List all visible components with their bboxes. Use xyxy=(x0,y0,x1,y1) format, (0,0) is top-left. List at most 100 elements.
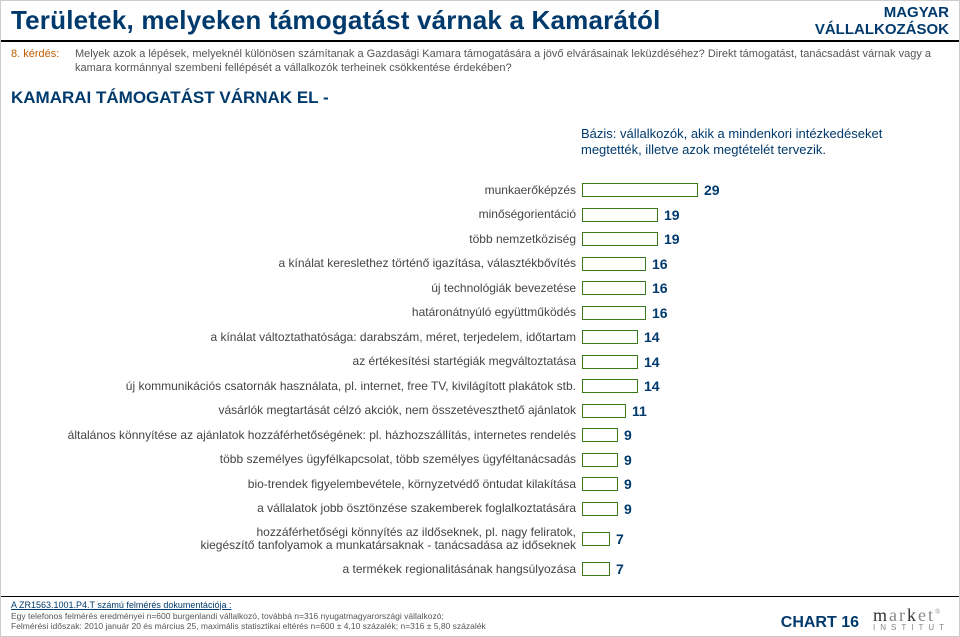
chart-row: bio-trendek figyelembevétele, környzetvé… xyxy=(11,473,951,496)
chart-bar xyxy=(582,208,658,222)
chart-value: 19 xyxy=(658,231,680,247)
chart-value: 7 xyxy=(610,561,624,577)
chart-value: 7 xyxy=(610,531,624,547)
header-right-line2: VÁLLALKOZÁSOK xyxy=(815,22,949,39)
header-right: MAGYAR VÁLLALKOZÁSOK xyxy=(815,5,949,38)
chart-value: 29 xyxy=(698,182,720,198)
chart-bar-cell: 14 xyxy=(582,378,872,394)
chart-row: a vállalatok jobb ösztönzése szakemberek… xyxy=(11,498,951,521)
question-block: 8. kérdés: Melyek azok a lépések, melyek… xyxy=(1,42,959,80)
chart-row: az értékesítési startégiák megváltoztatá… xyxy=(11,351,951,374)
chart-bar-cell: 19 xyxy=(582,207,872,223)
footer-right: CHART 16 market® INSTITUT xyxy=(781,607,949,632)
chart-bar xyxy=(582,453,618,467)
chart-row-label: a termékek regionalitásának hangsúlyozás… xyxy=(11,563,582,576)
chart-value: 14 xyxy=(638,354,660,370)
market-logo: market® INSTITUT xyxy=(873,607,949,632)
chart-bar xyxy=(582,330,638,344)
chart-value: 9 xyxy=(618,501,632,517)
chart-row: a kínálat változtathatósága: darabszám, … xyxy=(11,326,951,349)
footer-line2: Egy telefonos felmérés eredményei n=600 … xyxy=(11,611,444,621)
chart-row: határonátnyúló együttműködés 16 xyxy=(11,302,951,325)
chart-row-label: hozzáférhetőségi könnyítés az ildőseknek… xyxy=(11,526,582,552)
chart-value: 19 xyxy=(658,207,680,223)
chart-row-label: határonátnyúló együttműködés xyxy=(11,306,582,319)
chart-bar-cell: 11 xyxy=(582,403,872,419)
chart-row-label: az értékesítési startégiák megváltoztatá… xyxy=(11,355,582,368)
header-right-line1: MAGYAR xyxy=(815,5,949,22)
footer-line3: Felmérési időszak: 2010 január 20 és már… xyxy=(11,621,486,631)
chart-bar-cell: 9 xyxy=(582,452,872,468)
chart-value: 16 xyxy=(646,256,668,272)
chart-bar-cell: 14 xyxy=(582,354,872,370)
chart-row: a termékek regionalitásának hangsúlyozás… xyxy=(11,558,951,581)
chart-bar-cell: 16 xyxy=(582,256,872,272)
chart-bar xyxy=(582,379,638,393)
bar-chart: munkaerőképzés29minőségorientáció19több … xyxy=(11,179,951,583)
basis-text: Bázis: vállalkozók, akik a mindenkori in… xyxy=(581,126,931,159)
chart-row-label: több személyes ügyfélkapcsolat, több sze… xyxy=(11,453,582,466)
chart-bar-cell: 7 xyxy=(582,531,872,547)
chart-row: vásárlók megtartását célzó akciók, nem ö… xyxy=(11,400,951,423)
chart-bar xyxy=(582,232,658,246)
chart-bar-cell: 7 xyxy=(582,561,872,577)
footer: A ZR1563.1001.P4.T számú felmérés dokume… xyxy=(1,596,959,637)
chart-value: 9 xyxy=(618,476,632,492)
chart-row-label: új kommunikációs csatornák használata, p… xyxy=(11,380,582,393)
footer-doc-line: A ZR1563.1001.P4.T számú felmérés dokume… xyxy=(11,600,231,610)
chart-bar-cell: 9 xyxy=(582,427,872,443)
chart-row: új kommunikációs csatornák használata, p… xyxy=(11,375,951,398)
section-title: KAMARAI TÁMOGATÁST VÁRNAK EL - xyxy=(1,80,959,110)
chart-value: 14 xyxy=(638,378,660,394)
chart-bar xyxy=(582,562,610,576)
chart-bar-cell: 16 xyxy=(582,280,872,296)
chart-row: minőségorientáció 19 xyxy=(11,204,951,227)
chart-bar xyxy=(582,404,626,418)
chart-value: 14 xyxy=(638,329,660,345)
chart-bar-cell: 16 xyxy=(582,305,872,321)
chart-number: CHART 16 xyxy=(781,614,859,632)
chart-row-label: a vállalatok jobb ösztönzése szakemberek… xyxy=(11,502,582,515)
footer-left: A ZR1563.1001.P4.T számú felmérés dokume… xyxy=(11,600,486,633)
chart-value: 9 xyxy=(618,427,632,443)
chart-row-label: munkaerőképzés xyxy=(11,184,582,197)
chart-row: több nemzetköziség 19 xyxy=(11,228,951,251)
chart-value: 9 xyxy=(618,452,632,468)
chart-bar xyxy=(582,532,610,546)
chart-bar xyxy=(582,477,618,491)
chart-bar xyxy=(582,257,646,271)
chart-row-label: általános könnyítése az ajánlatok hozzáf… xyxy=(11,429,582,442)
chart-bar xyxy=(582,183,698,197)
chart-bar xyxy=(582,281,646,295)
chart-bar-cell: 19 xyxy=(582,231,872,247)
chart-row-label: minőségorientáció xyxy=(11,208,582,221)
chart-row: a kínálat kereslethez történő igazítása,… xyxy=(11,253,951,276)
chart-row-label: bio-trendek figyelembevétele, környzetvé… xyxy=(11,478,582,491)
chart-bar xyxy=(582,502,618,516)
chart-row-label: vásárlók megtartását célzó akciók, nem ö… xyxy=(11,404,582,417)
chart-row-label: a kínálat változtathatósága: darabszám, … xyxy=(11,331,582,344)
chart-row-label: több nemzetköziség xyxy=(11,233,582,246)
page-title: Területek, melyeken támogatást várnak a … xyxy=(11,5,661,36)
chart-row: új technológiák bevezetése 16 xyxy=(11,277,951,300)
chart-bar-cell: 14 xyxy=(582,329,872,345)
chart-row-label: új technológiák bevezetése xyxy=(11,282,582,295)
chart-value: 16 xyxy=(646,305,668,321)
chart-bar xyxy=(582,428,618,442)
chart-bar-cell: 29 xyxy=(582,182,872,198)
logo-top: market® xyxy=(873,607,942,624)
chart-row: általános könnyítése az ajánlatok hozzáf… xyxy=(11,424,951,447)
chart-bar xyxy=(582,355,638,369)
header: Területek, melyeken támogatást várnak a … xyxy=(1,1,959,42)
chart-value: 11 xyxy=(626,403,647,419)
chart-bar-cell: 9 xyxy=(582,501,872,517)
chart-value: 16 xyxy=(646,280,668,296)
chart-row: hozzáférhetőségi könnyítés az ildőseknek… xyxy=(11,522,951,556)
chart-row-label: a kínálat kereslethez történő igazítása,… xyxy=(11,257,582,270)
logo-bottom: INSTITUT xyxy=(873,624,949,632)
question-text: Melyek azok a lépések, melyeknél különös… xyxy=(75,48,949,76)
chart-bar xyxy=(582,306,646,320)
question-label: 8. kérdés: xyxy=(11,48,75,76)
chart-bar-cell: 9 xyxy=(582,476,872,492)
chart-row: több személyes ügyfélkapcsolat, több sze… xyxy=(11,449,951,472)
